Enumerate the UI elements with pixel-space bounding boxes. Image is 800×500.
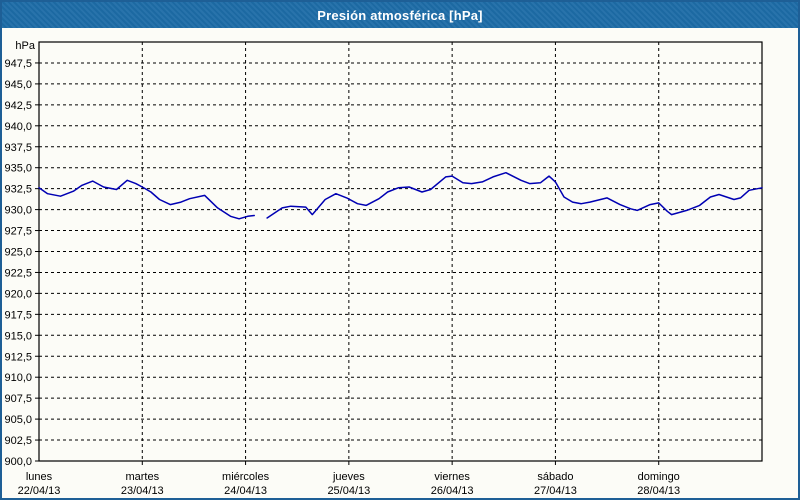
y-tick-label: 915,0 xyxy=(4,330,32,342)
y-tick-label: 912,5 xyxy=(4,351,32,363)
x-gridlines xyxy=(141,42,660,461)
y-tick-label: 927,5 xyxy=(4,226,32,238)
y-axis-ticks xyxy=(35,62,39,462)
title-bar: Presión atmosférica [hPa] xyxy=(2,2,798,28)
y-tick-label: 902,5 xyxy=(4,435,32,447)
y-tick-label: 900,0 xyxy=(4,456,32,468)
chart-title: Presión atmosférica [hPa] xyxy=(317,7,483,23)
y-axis-unit-label: hPa xyxy=(15,40,35,52)
x-day-labels: lunes 22/04/13 martes 23/04/13 miércoles 24/0… xyxy=(18,471,681,497)
x-day-date-label: 26/04/13 xyxy=(431,485,474,497)
x-day-name-label: martes xyxy=(125,471,159,483)
y-gridlines xyxy=(39,62,762,441)
x-day-date-label: 22/04/13 xyxy=(18,485,61,497)
x-day-date-label: 27/04/13 xyxy=(534,485,577,497)
y-tick-labels: 947,5 945,0 942,5 940,0 937,5 935,0 932,5 930,0… xyxy=(4,58,32,468)
y-tick-label: 907,5 xyxy=(4,393,32,405)
x-day-name-label: viernes xyxy=(434,471,470,483)
pressure-line xyxy=(38,171,763,220)
y-tick-label: 917,5 xyxy=(4,309,32,321)
x-day-name-label: sábado xyxy=(537,471,573,483)
y-tick-label: 925,0 xyxy=(4,247,32,259)
x-day-date-label: 28/04/13 xyxy=(637,485,680,497)
y-tick-label: 905,0 xyxy=(4,414,32,426)
y-tick-label: 910,0 xyxy=(4,372,32,384)
plot-frame xyxy=(38,41,763,462)
x-day-name-label: domingo xyxy=(638,471,680,483)
y-tick-label: 940,0 xyxy=(4,121,32,133)
y-tick-label: 935,0 xyxy=(4,163,32,175)
x-day-name-label: lunes xyxy=(26,471,53,483)
x-day-name-label: jueves xyxy=(332,471,365,483)
y-tick-label: 922,5 xyxy=(4,267,32,279)
x-day-date-label: 23/04/13 xyxy=(121,485,164,497)
x-day-date-label: 24/04/13 xyxy=(224,485,267,497)
x-axis-ticks xyxy=(141,461,660,465)
x-day-name-label: miércoles xyxy=(222,471,270,483)
y-tick-label: 937,5 xyxy=(4,142,32,154)
y-tick-label: 942,5 xyxy=(4,100,32,112)
x-day-date-label: 25/04/13 xyxy=(327,485,370,497)
y-tick-label: 945,0 xyxy=(4,79,32,91)
y-tick-label: 930,0 xyxy=(4,205,32,217)
y-tick-label: 932,5 xyxy=(4,184,32,196)
y-tick-label: 947,5 xyxy=(4,58,32,70)
y-tick-label: 920,0 xyxy=(4,288,32,300)
